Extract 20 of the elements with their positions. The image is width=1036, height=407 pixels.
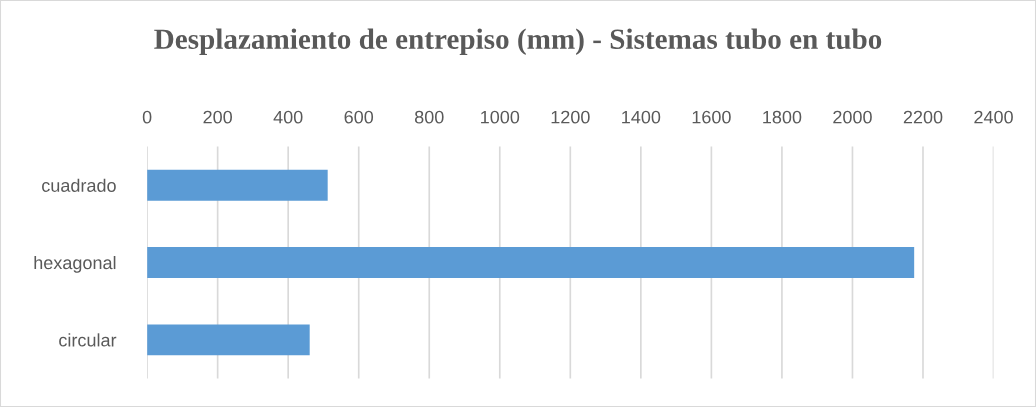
x-tick-label: 400: [273, 110, 303, 124]
x-tick-label: 0: [142, 110, 152, 124]
chart-title: Desplazamiento de entrepiso (mm) - Sistemas tubo en tubo: [154, 28, 882, 55]
y-tick-label: circular: [59, 333, 117, 347]
x-tick-label: 600: [344, 110, 374, 124]
x-tick-label: 1000: [481, 110, 520, 124]
x-tick-label: 800: [414, 110, 444, 124]
y-tick-label: cuadrado: [42, 178, 116, 192]
x-tick-label: 1400: [622, 110, 661, 124]
y-tick-label: hexagonal: [34, 255, 116, 273]
x-tick-label: 2000: [833, 110, 872, 124]
x-tick-label: 1800: [763, 110, 802, 124]
bar: [147, 324, 310, 356]
x-tick-label: 1200: [551, 110, 590, 124]
bar: [147, 247, 915, 278]
bar: [147, 169, 328, 201]
x-tick-label: 200: [203, 110, 232, 124]
x-tick-label: 2200: [903, 110, 943, 124]
x-tick-label: 1600: [692, 110, 731, 124]
x-tick-label: 2400: [974, 110, 1013, 124]
